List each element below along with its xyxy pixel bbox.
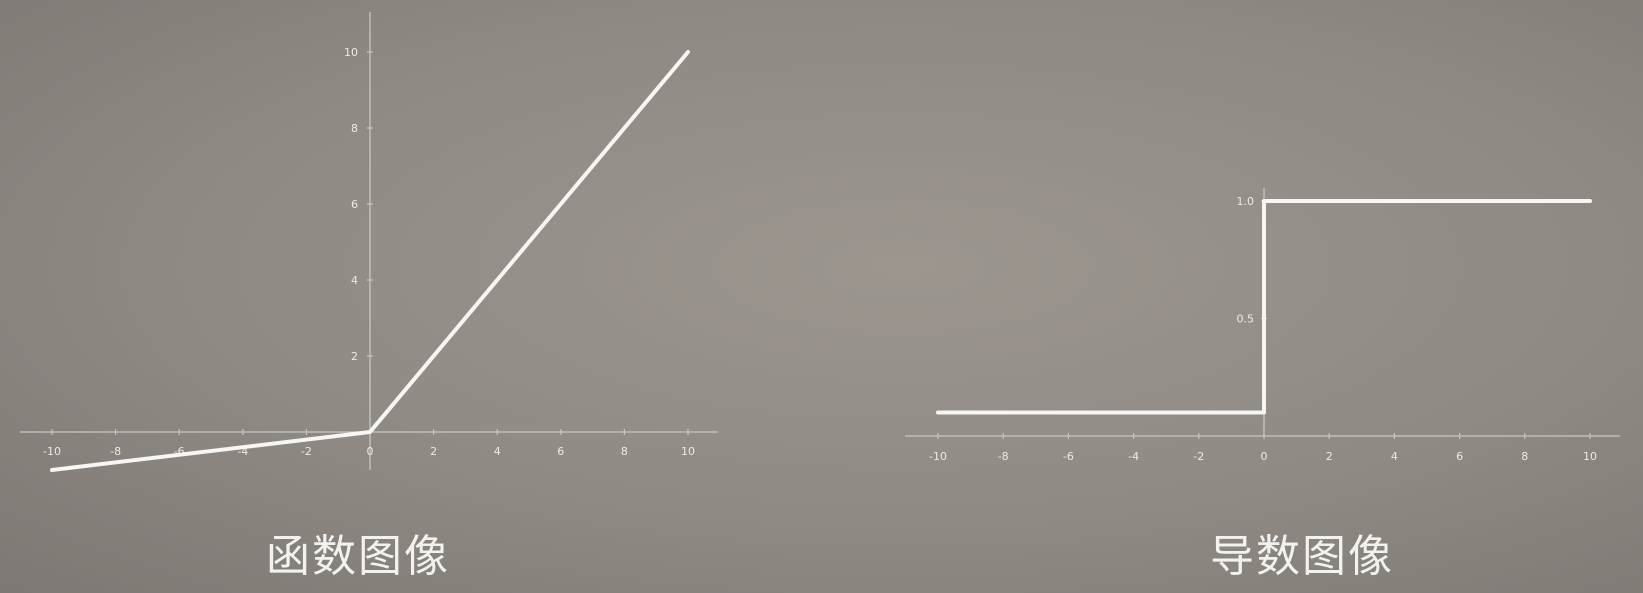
function-x-tick-label: 4 (494, 445, 501, 458)
derivative-graph-caption: 导数图像 (1210, 531, 1394, 582)
derivative-x-tick-label: 0 (1261, 450, 1268, 463)
function-series-line (50, 50, 690, 472)
derivative-x-tick-label: 8 (1521, 450, 1528, 463)
derivative-x-tick-label: -2 (1193, 450, 1204, 463)
function-x-tick-label: -2 (301, 445, 312, 458)
function-graph-caption: 函数图像 (266, 531, 450, 582)
function-chart: -10 -8 -6 -4 -2 0 2 4 6 8 10 2 4 6 8 10 (20, 12, 718, 472)
function-x-tick-label: -10 (43, 445, 61, 458)
function-y-tick-label: 2 (351, 350, 358, 363)
function-x-tick-label: 6 (557, 445, 564, 458)
function-x-tick-label: 10 (681, 445, 695, 458)
derivative-y-tick-label: 1.0 (1237, 195, 1255, 208)
derivative-series-line (936, 199, 1592, 415)
derivative-x-tick-label: -4 (1128, 450, 1139, 463)
derivative-x-tick-label: -6 (1063, 450, 1074, 463)
function-y-tick-label: 10 (344, 46, 358, 59)
derivative-y-tick-label: 0.5 (1237, 313, 1255, 326)
function-y-tick-label: 4 (351, 274, 358, 287)
derivative-x-tick-label: 2 (1326, 450, 1333, 463)
function-x-tick-label: -8 (110, 445, 121, 458)
derivative-x-tick-label: 6 (1456, 450, 1463, 463)
function-x-tick-label: 0 (367, 445, 374, 458)
function-y-tick-label: 6 (351, 198, 358, 211)
derivative-x-tick-label: 4 (1391, 450, 1398, 463)
derivative-x-tick-label: -10 (929, 450, 947, 463)
derivative-chart: -10 -8 -6 -4 -2 0 2 4 6 8 10 0.5 1.0 (905, 188, 1620, 463)
function-x-tick-label: -4 (237, 445, 248, 458)
function-x-tick-label: 2 (430, 445, 437, 458)
function-y-tick-label: 8 (351, 122, 358, 135)
derivative-x-tick-label: -8 (998, 450, 1009, 463)
function-x-tick-label: 8 (621, 445, 628, 458)
derivative-x-tick-label: 10 (1583, 450, 1597, 463)
function-x-tick-label: -6 (174, 445, 185, 458)
